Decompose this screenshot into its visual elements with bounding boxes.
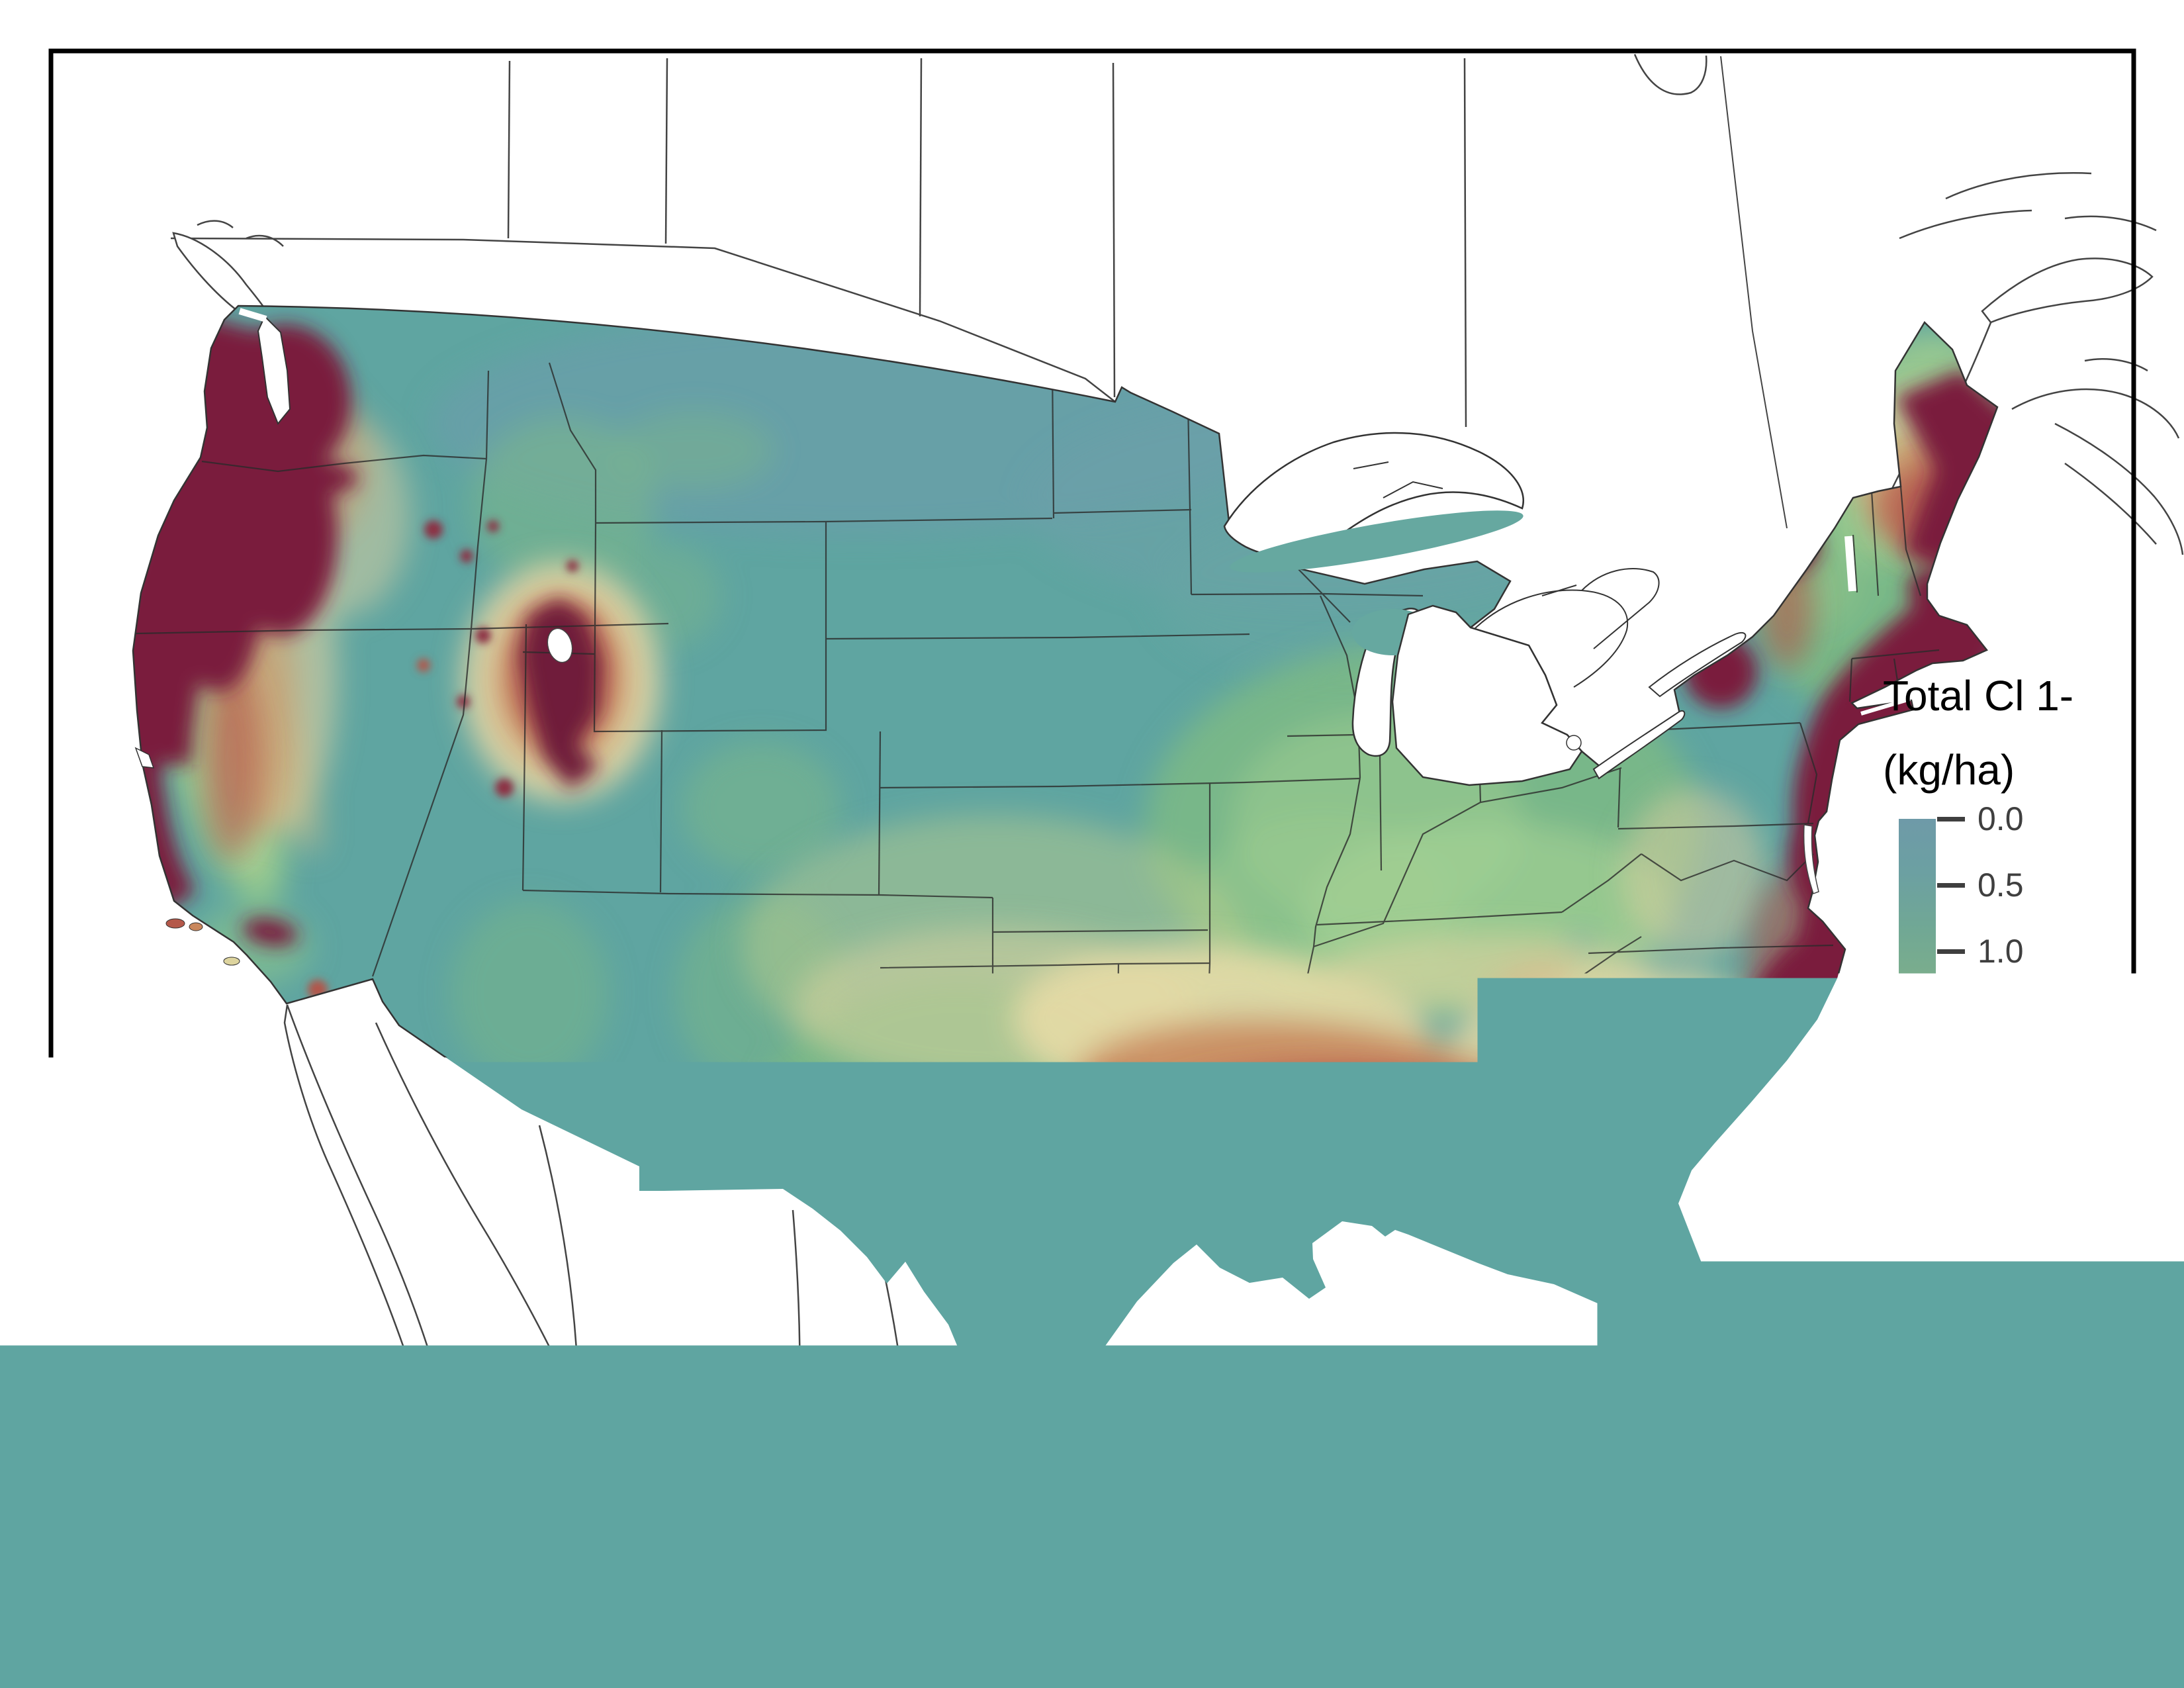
province-border: [1465, 58, 1466, 427]
deposition-map-figure: Total Cl 1- (kg/ha) 0.0 0.5 1.0 1.5 2.0 …: [0, 0, 2184, 1688]
quebec-north-shore: [1899, 173, 2091, 238]
map-caption: Total chloride deposition 20172019: [1119, 1521, 2091, 1575]
new-brunswick-coast: [2012, 389, 2179, 438]
province-border: [1721, 56, 1787, 528]
michigan-lower-peninsula-masked: [1392, 606, 1582, 785]
james-bay: [1635, 54, 1706, 95]
us-deposition-map-svg: [0, 0, 2184, 1688]
mexico-state-border: [882, 1261, 913, 1554]
georgian-bay: [1542, 569, 1659, 649]
colorbar-label: 3.5: [1978, 1262, 2123, 1302]
bc-coast: [197, 221, 283, 246]
colorbar-tick: [1937, 1479, 1965, 1483]
colorbar-tick: [1937, 1082, 1965, 1086]
colorbar-tick: [1937, 949, 1965, 954]
province-border: [1113, 63, 1115, 397]
colorbar-tick: [1937, 883, 1965, 888]
tamaulipas-coast: [1021, 1489, 1036, 1554]
bay-of-fundy: [2065, 463, 2156, 544]
gaspe-peninsula: [1982, 258, 2152, 322]
colorbar-label: 0.5: [1978, 865, 2123, 905]
legend-title: Total Cl 1- (kg/ha): [1883, 659, 2073, 807]
colorbar-tick: [1937, 1214, 1965, 1219]
lake-champlain: [1848, 536, 1852, 591]
colorbar-tick: [1937, 1413, 1965, 1417]
province-border: [666, 58, 667, 244]
channel-island: [224, 957, 240, 965]
province-border: [508, 61, 510, 238]
agency-date: USEPA 11/20/25: [1758, 1589, 2091, 1634]
gulf-coast-band: [1046, 1258, 1641, 1483]
colorbar-tick: [1937, 1015, 1965, 1020]
colorbar-label: 3.0: [1978, 1196, 2123, 1236]
nova-scotia-coast: [2055, 424, 2183, 555]
mexico-state-border: [784, 1210, 800, 1553]
channel-island: [166, 919, 185, 928]
anticosti-island: [2065, 216, 2156, 230]
colorbar-label: 2.0: [1978, 1064, 2123, 1103]
colorbar-label: 2.5: [1978, 1130, 2123, 1170]
colorbar-tick: [1937, 1280, 1965, 1285]
legend-title-line1: Total Cl 1-: [1883, 659, 2073, 733]
prince-edward-island: [2085, 359, 2148, 371]
legend-title-line2: (kg/ha): [1883, 733, 2073, 807]
baja-california: [285, 1005, 466, 1552]
colorbar-label: 1.5: [1978, 998, 2123, 1037]
colorbar-label: 1.0: [1978, 931, 2123, 971]
colorbar-tick: [1937, 1346, 1965, 1351]
province-border: [920, 58, 921, 316]
conus-color-field: [66, 252, 2085, 1575]
colorbar-label: 4.0: [1978, 1329, 2123, 1368]
colorbar-label: 4.5: [1978, 1395, 2123, 1434]
colorbar: [1899, 819, 1936, 1481]
source-note: Source: v2025_dev, data: CASTNET/CMAQ/NA…: [94, 1589, 1095, 1634]
colorbar-label: >5.0: [1978, 1461, 2123, 1501]
channel-island: [189, 923, 203, 931]
colorbar-label: 0.0: [1978, 799, 2123, 839]
colorbar-tick: [1937, 817, 1965, 821]
colorbar-tick: [1937, 1148, 1965, 1152]
lake-st-clair: [1567, 735, 1581, 750]
